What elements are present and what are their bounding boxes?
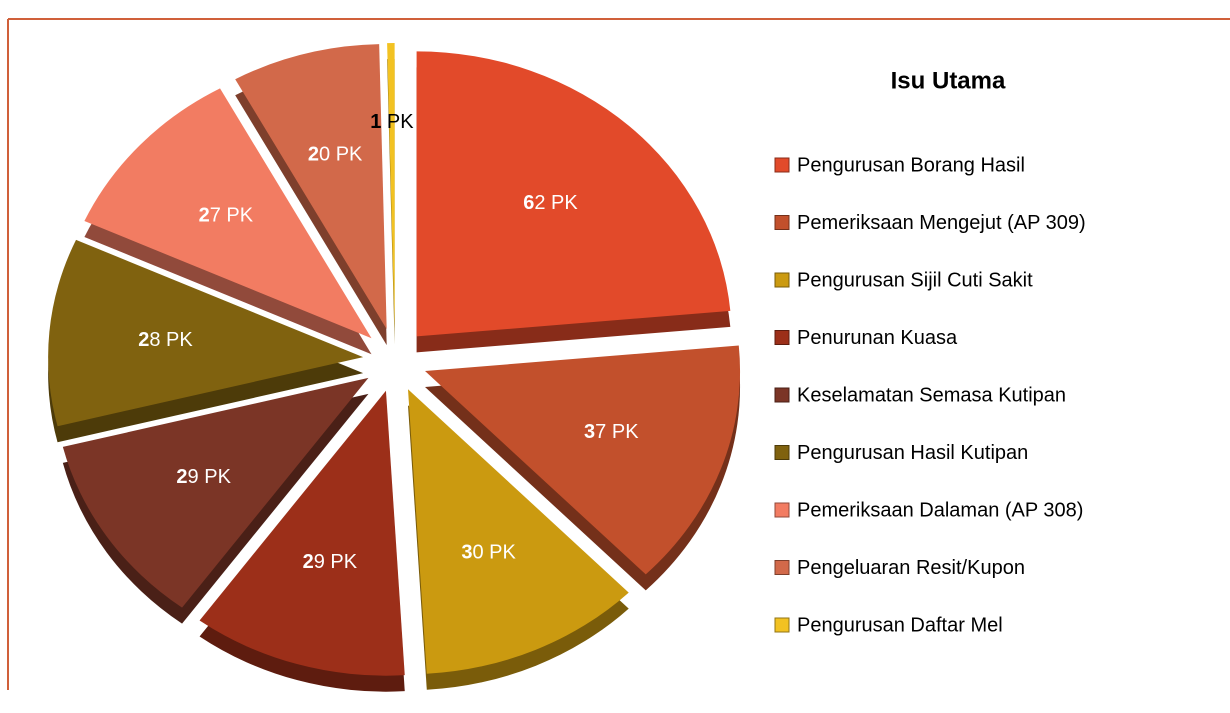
data-label-rest: 9 PK — [188, 466, 232, 488]
data-label: 28 PK — [138, 329, 193, 351]
legend-label: Pengurusan Daftar Mel — [797, 614, 1003, 636]
data-label: 30 PK — [461, 542, 516, 564]
data-label-rest: 2 PK — [534, 192, 578, 214]
slice — [416, 51, 731, 337]
legend-swatch — [774, 215, 790, 230]
slice — [84, 88, 372, 339]
slice — [199, 390, 405, 676]
legend-title: Isu Utama — [891, 67, 1006, 94]
data-label: 37 PK — [584, 421, 639, 443]
data-label-lead: 2 — [138, 329, 149, 351]
legend-label: Pengurusan Hasil Kutipan — [797, 442, 1028, 464]
legend-swatch — [774, 387, 790, 403]
legend-swatch — [774, 502, 790, 518]
legend-label: Penurunan Kuasa — [797, 327, 958, 349]
data-label-lead: 2 — [199, 205, 210, 227]
data-label-rest: 9 PK — [314, 551, 358, 573]
data-label: 29 PK — [303, 551, 358, 573]
data-label: 1 PK — [370, 111, 414, 133]
legend-label: Pengurusan Borang Hasil — [797, 154, 1025, 176]
data-label: 62 PK — [523, 192, 578, 214]
data-label-lead: 6 — [523, 192, 534, 214]
data-label-lead: 3 — [461, 542, 472, 564]
legend-swatch — [774, 330, 790, 345]
data-label: 27 PK — [199, 205, 254, 227]
data-label-rest: PK — [381, 111, 414, 133]
slice — [235, 44, 387, 330]
data-label-lead: 2 — [176, 466, 187, 488]
legend-label: Pemeriksaan Dalaman (AP 308) — [797, 499, 1083, 521]
data-label-lead: 2 — [303, 551, 314, 573]
legend-label: Pengurusan Sijil Cuti Sakit — [797, 269, 1033, 291]
data-label-rest: 7 PK — [595, 421, 639, 443]
data-label-lead: 3 — [584, 421, 595, 443]
data-label-lead: 2 — [308, 144, 319, 166]
data-label-rest: 0 PK — [319, 144, 363, 166]
slice — [48, 239, 364, 427]
legend-swatch — [774, 560, 790, 575]
legend-swatch — [774, 272, 790, 288]
slice — [387, 43, 395, 329]
legend-swatch — [774, 445, 790, 460]
slice — [425, 345, 741, 575]
data-label-rest: 7 PK — [210, 205, 254, 227]
legend-swatch — [774, 157, 790, 173]
data-label-rest: 8 PK — [149, 329, 193, 351]
slice — [407, 389, 629, 674]
data-label-rest: 0 PK — [472, 542, 516, 564]
data-label: 29 PK — [176, 466, 231, 488]
data-label: 20 PK — [308, 144, 363, 166]
legend-label: Pemeriksaan Mengejut (AP 309) — [797, 212, 1086, 234]
slice — [62, 377, 369, 608]
legend-label: Keselamatan Semasa Kutipan — [797, 384, 1066, 406]
legend-swatch — [774, 617, 790, 633]
legend-label: Pengeluaran Resit/Kupon — [797, 557, 1025, 579]
data-label-lead: 1 — [370, 111, 381, 133]
